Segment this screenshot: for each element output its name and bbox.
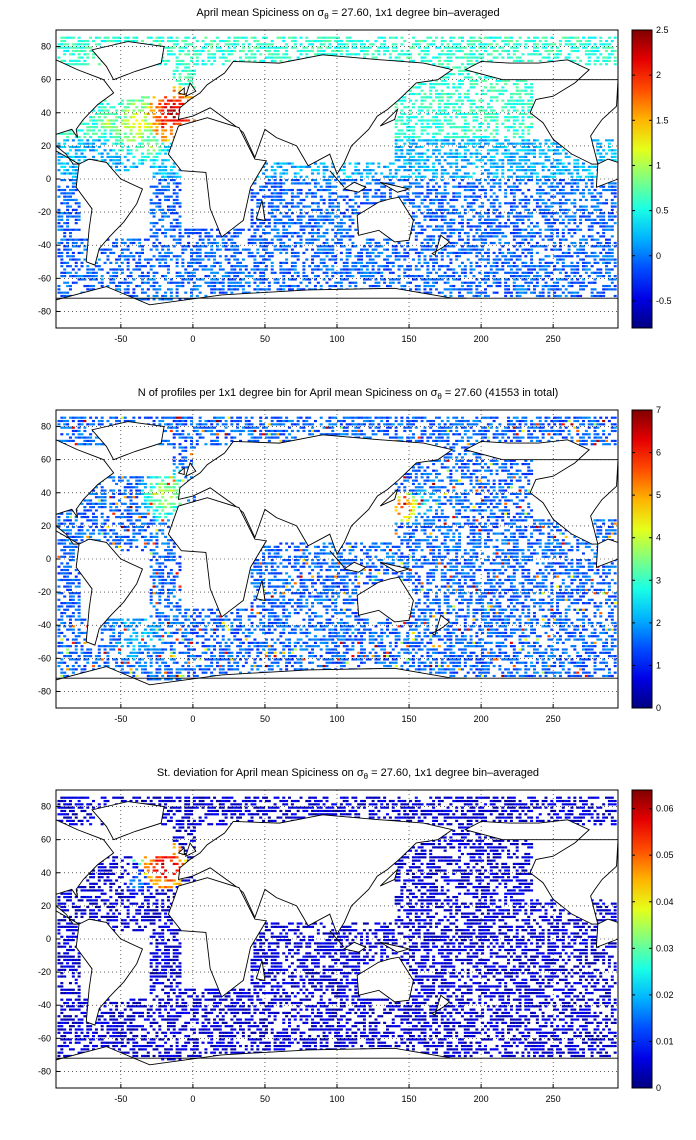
- x-tick-label: -50: [114, 714, 127, 724]
- colorbar-tick-label: 0.06: [656, 804, 674, 814]
- y-tick-label: 60: [41, 835, 51, 845]
- map-plot: -50 0 50 100 150 200 250806040200-20-40-60-80-…: [38, 25, 672, 344]
- y-tick-label: 20: [41, 521, 51, 531]
- y-tick-label: 0: [46, 554, 51, 564]
- y-tick-label: 60: [41, 455, 51, 465]
- x-tick-label: -50: [114, 1094, 127, 1104]
- colorbar-tick-label: 0.04: [656, 897, 674, 907]
- grid-lines: [56, 30, 618, 328]
- colorbar-tick-label: 2.5: [656, 25, 669, 35]
- std-deviation-panel: St. deviation for April mean Spiciness o…: [0, 760, 696, 1140]
- y-tick-label: -40: [38, 240, 51, 250]
- colorbar-tick-label: 1: [656, 160, 661, 170]
- colorbar-tick-label: 0.03: [656, 943, 674, 953]
- colorbar-tick-label: 0.02: [656, 990, 674, 1000]
- y-tick-label: -20: [38, 967, 51, 977]
- y-tick-label: 80: [41, 42, 51, 52]
- x-tick-label: 200: [474, 334, 489, 344]
- colorbar-tick-label: 1: [656, 660, 661, 670]
- y-tick-label: -80: [38, 686, 51, 696]
- coastlines: [55, 801, 619, 1089]
- y-tick-label: 40: [41, 868, 51, 878]
- x-tick-label: 0: [190, 714, 195, 724]
- panel-title: St. deviation for April mean Spiciness o…: [156, 767, 540, 781]
- x-tick-label: 0: [190, 1094, 195, 1104]
- panel-title: N of profiles per 1x1 degree bin for Apr…: [137, 387, 559, 401]
- y-tick-label: -40: [38, 620, 51, 630]
- colorbar: [631, 789, 653, 1089]
- colorbar-tick-label: 7: [656, 405, 661, 415]
- colorbar-tick-label: 5: [656, 490, 661, 500]
- colorbar-tick-label: -0.5: [656, 296, 672, 306]
- y-tick-label: 0: [46, 934, 51, 944]
- y-tick-label: 40: [41, 488, 51, 498]
- x-tick-label: 250: [546, 1094, 561, 1104]
- colorbar-tick-label: 6: [656, 448, 661, 458]
- y-tick-label: 0: [46, 174, 51, 184]
- y-tick-label: -80: [38, 306, 51, 316]
- x-tick-label: 100: [329, 714, 344, 724]
- colorbar: [631, 29, 653, 329]
- y-tick-label: -40: [38, 1000, 51, 1010]
- x-tick-label: 50: [260, 1094, 270, 1104]
- x-tick-label: 0: [190, 334, 195, 344]
- grid-lines: [56, 790, 618, 1088]
- colorbar-tick-label: 2: [656, 618, 661, 628]
- colorbar: [631, 409, 653, 709]
- map-plot: -50 0 50 100 150 200 250806040200-20-40-60-800…: [38, 405, 661, 724]
- map-plot: -50 0 50 100 150 200 250806040200-20-40-60-800…: [38, 789, 674, 1104]
- coastlines: [55, 41, 619, 329]
- y-tick-label: -60: [38, 653, 51, 663]
- y-tick-label: -80: [38, 1066, 51, 1076]
- x-tick-label: 100: [329, 334, 344, 344]
- y-tick-label: -60: [38, 1033, 51, 1043]
- x-tick-label: 150: [402, 334, 417, 344]
- x-tick-label: 100: [329, 1094, 344, 1104]
- y-tick-label: 60: [41, 75, 51, 85]
- x-tick-label: 150: [402, 714, 417, 724]
- x-tick-label: 50: [260, 714, 270, 724]
- y-tick-label: 20: [41, 901, 51, 911]
- x-tick-label: -50: [114, 334, 127, 344]
- x-tick-label: 150: [402, 1094, 417, 1104]
- profile-count-panel: N of profiles per 1x1 degree bin for Apr…: [0, 380, 696, 760]
- colorbar-tick-label: 1.5: [656, 115, 669, 125]
- colorbar-tick-label: 0: [656, 251, 661, 261]
- y-tick-label: 80: [41, 802, 51, 812]
- x-tick-label: 250: [546, 334, 561, 344]
- colorbar-tick-label: 4: [656, 533, 661, 543]
- panel-title: April mean Spiciness on σθ = 27.60, 1x1 …: [196, 7, 500, 21]
- colorbar-tick-label: 0.05: [656, 850, 674, 860]
- colorbar-tick-label: 0: [656, 703, 661, 713]
- grid-lines: [56, 410, 618, 708]
- colorbar-tick-label: 0.5: [656, 206, 669, 216]
- y-tick-label: -20: [38, 207, 51, 217]
- y-tick-label: 40: [41, 108, 51, 118]
- colorbar-tick-label: 0.01: [656, 1036, 674, 1046]
- colorbar-tick-label: 2: [656, 70, 661, 80]
- colorbar-tick-label: 0: [656, 1083, 661, 1093]
- colorbar-tick-label: 3: [656, 575, 661, 585]
- x-tick-label: 250: [546, 714, 561, 724]
- x-tick-label: 200: [474, 714, 489, 724]
- y-tick-label: -60: [38, 273, 51, 283]
- spiciness-mean-panel: April mean Spiciness on σθ = 27.60, 1x1 …: [0, 0, 696, 380]
- x-tick-label: 200: [474, 1094, 489, 1104]
- x-tick-label: 50: [260, 334, 270, 344]
- y-tick-label: -20: [38, 587, 51, 597]
- y-tick-label: 20: [41, 141, 51, 151]
- y-tick-label: 80: [41, 422, 51, 432]
